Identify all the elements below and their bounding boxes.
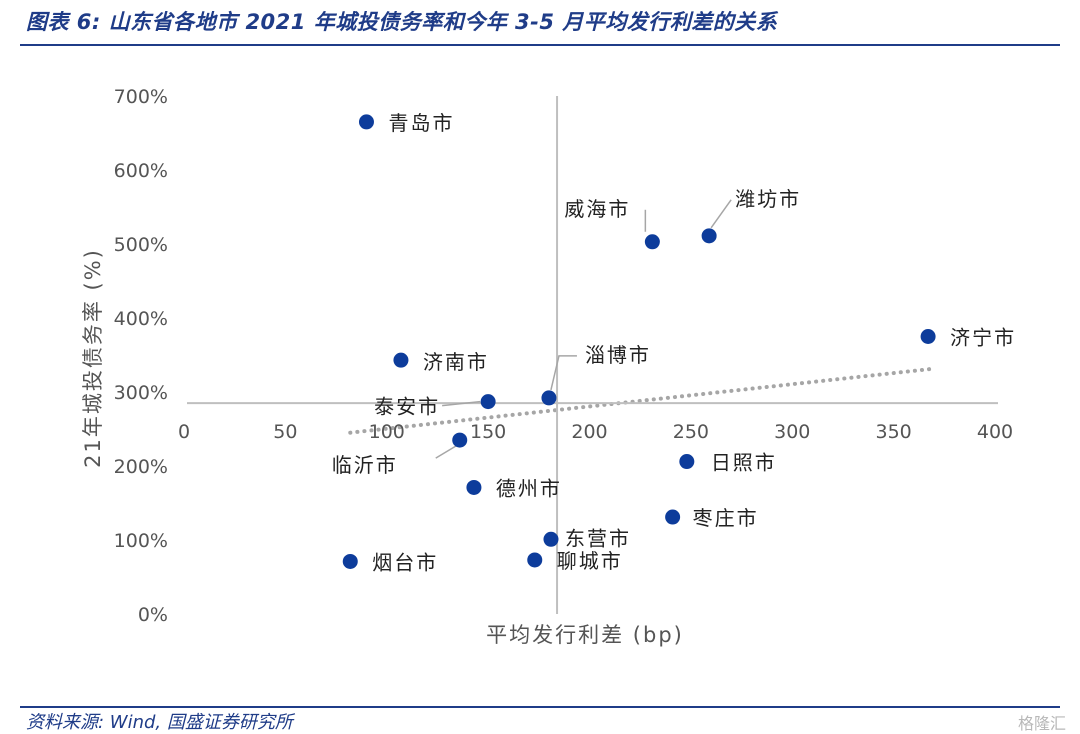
data-point bbox=[480, 394, 496, 410]
data-point-label: 淄博市 bbox=[585, 343, 651, 367]
y-tick-label: 300% bbox=[114, 382, 168, 404]
footer-divider bbox=[20, 706, 1060, 708]
data-point-label: 济南市 bbox=[423, 350, 489, 374]
x-tick-label: 400 bbox=[977, 421, 1013, 443]
x-tick-label: 350 bbox=[875, 421, 911, 443]
x-tick-label: 300 bbox=[774, 421, 810, 443]
data-point bbox=[644, 234, 660, 250]
x-tick-label: 250 bbox=[673, 421, 709, 443]
data-point-label: 临沂市 bbox=[332, 453, 398, 477]
y-tick-label: 600% bbox=[114, 160, 168, 182]
data-point bbox=[527, 552, 543, 568]
trendline bbox=[348, 367, 933, 435]
y-tick-label: 400% bbox=[114, 308, 168, 330]
x-tick-label: 200 bbox=[571, 421, 607, 443]
x-tick-label: 50 bbox=[273, 421, 297, 443]
data-point bbox=[393, 352, 409, 368]
leader-line bbox=[442, 400, 481, 407]
y-tick-label: 100% bbox=[114, 530, 168, 552]
leader-line bbox=[550, 355, 577, 391]
source-note: 资料来源: Wind, 国盛证券研究所 bbox=[26, 712, 293, 733]
data-point bbox=[541, 390, 557, 406]
data-point-label: 济宁市 bbox=[950, 326, 1016, 350]
data-point-label: 日照市 bbox=[711, 451, 777, 475]
data-point-label: 烟台市 bbox=[372, 550, 438, 574]
y-tick-label: 200% bbox=[114, 456, 168, 478]
data-point-label: 青岛市 bbox=[388, 111, 454, 135]
x-axis-title: 平均发行利差 (bp) bbox=[486, 623, 684, 647]
data-point-label: 德州市 bbox=[496, 476, 562, 500]
data-point bbox=[679, 454, 695, 470]
data-point bbox=[543, 531, 559, 547]
y-tick-label: 500% bbox=[114, 234, 168, 256]
data-point-label: 潍坊市 bbox=[735, 187, 801, 211]
data-point-label: 东营市 bbox=[565, 526, 631, 550]
data-point bbox=[701, 228, 717, 244]
data-point-label: 威海市 bbox=[564, 197, 630, 221]
y-axis-title: 21年城投债务率 (%) bbox=[81, 248, 105, 468]
leader-line bbox=[710, 199, 732, 229]
x-tick-label: 100 bbox=[369, 421, 405, 443]
data-point bbox=[342, 553, 358, 569]
data-point bbox=[665, 509, 681, 525]
x-tick-label: 0 bbox=[178, 421, 190, 443]
title-divider bbox=[20, 44, 1060, 46]
y-tick-label: 0% bbox=[138, 604, 168, 626]
leader-line bbox=[435, 445, 457, 459]
data-point-label: 枣庄市 bbox=[693, 506, 759, 530]
watermark-logo: 格隆汇 bbox=[1017, 714, 1066, 733]
data-point-label: 泰安市 bbox=[374, 395, 440, 419]
chart-title: 图表 6: 山东省各地市 2021 年城投债务率和今年 3-5 月平均发行利差的… bbox=[26, 10, 778, 34]
data-point-label: 聊城市 bbox=[557, 549, 623, 573]
data-point bbox=[452, 432, 468, 448]
x-tick-label: 150 bbox=[470, 421, 506, 443]
data-point bbox=[466, 479, 482, 495]
y-tick-label: 700% bbox=[114, 86, 168, 108]
data-point bbox=[920, 329, 936, 344]
scatter-chart: 0 50 100 150 200 250 300 350 400 0% 100% 200% 300% 40… bbox=[81, 86, 1016, 647]
data-point bbox=[358, 114, 374, 130]
